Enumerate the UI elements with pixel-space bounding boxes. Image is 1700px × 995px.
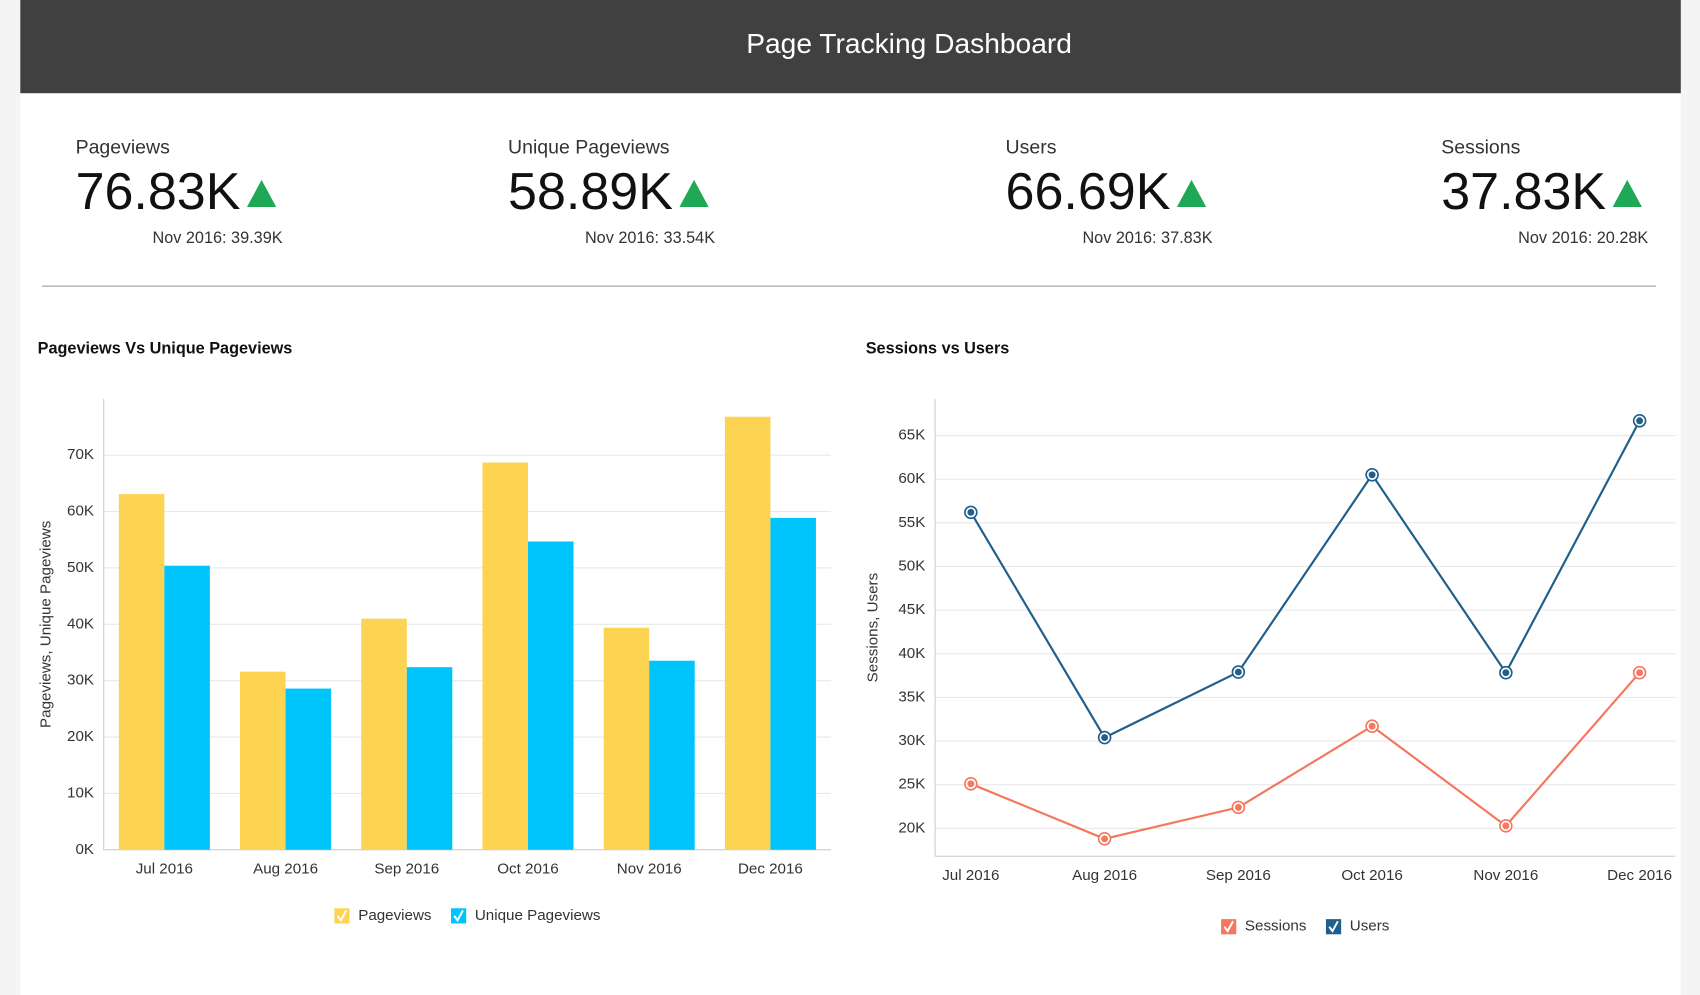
trend-up-icon [679, 179, 709, 208]
legend-check [1328, 920, 1339, 933]
x-tick-label: Sep 2016 [1206, 867, 1271, 884]
kpi-value: 76.83K [76, 163, 241, 221]
point-dot [1234, 668, 1242, 676]
header-title: Page Tracking Dashboard [746, 27, 1072, 59]
kpi-comparison: Nov 2016: 39.39K [152, 229, 282, 247]
y-tick-label: 55K [898, 514, 925, 531]
kpi-comparison: Nov 2016: 20.28K [1518, 229, 1648, 247]
chart-title: Sessions vs Users [866, 339, 1010, 357]
x-tick-label: Dec 2016 [1607, 867, 1672, 884]
kpi-comparison: Nov 2016: 37.83K [1082, 229, 1212, 247]
y-tick-label: 40K [67, 615, 94, 632]
bar [118, 494, 165, 850]
line [970, 671, 1641, 840]
point-dot [1234, 803, 1242, 811]
line [969, 420, 1641, 739]
legend-label: Unique Pageviews [475, 907, 601, 924]
legend-swatch [451, 908, 467, 924]
point-dot [1101, 734, 1109, 742]
legend-swatch [1325, 919, 1342, 935]
y-axis-title: Sessions, Users [864, 572, 881, 682]
y-tick-label: 40K [898, 645, 925, 662]
y-tick-label: 35K [898, 688, 925, 705]
x-tick-label: Nov 2016 [1473, 867, 1538, 884]
point-dot [1368, 722, 1376, 730]
point-dot [1502, 822, 1510, 830]
bar [770, 517, 816, 850]
point-dot [967, 508, 975, 516]
legend-check [336, 909, 348, 923]
legend-check [1223, 920, 1234, 933]
trend-up-icon [1612, 179, 1642, 208]
header-bar [20, 0, 1681, 94]
chart-title: Pageviews Vs Unique Pageviews [38, 339, 293, 357]
point-dot [1636, 669, 1644, 677]
bar [240, 671, 286, 850]
y-tick-label: 0K [75, 841, 94, 858]
y-tick-label: 20K [898, 819, 925, 836]
legend-label: Sessions [1245, 918, 1307, 935]
x-tick-label: Aug 2016 [253, 860, 318, 877]
bar [361, 618, 407, 850]
x-tick-label: Jul 2016 [136, 860, 193, 877]
kpi-label: Pageviews [76, 137, 171, 159]
legend-label: Pageviews [358, 907, 432, 924]
x-tick-label: Oct 2016 [497, 860, 559, 877]
y-tick-label: 10K [67, 784, 94, 801]
bar [285, 688, 332, 850]
kpi-value: 37.83K [1441, 163, 1606, 221]
point-dot [1636, 417, 1644, 425]
point-dot [967, 780, 975, 788]
x-tick-label: Sep 2016 [374, 860, 439, 877]
y-tick-label: 70K [67, 446, 94, 463]
y-tick-label: 50K [67, 559, 94, 576]
x-tick-label: Dec 2016 [738, 860, 803, 877]
trend-up-icon [246, 179, 277, 208]
kpi-comparison: Nov 2016: 33.54K [585, 229, 715, 247]
bar [482, 462, 528, 850]
legend-swatch [334, 908, 350, 924]
y-tick-label: 50K [898, 557, 925, 574]
y-tick-label: 45K [898, 601, 925, 618]
kpi-label: Users [1006, 137, 1057, 159]
y-tick-label: 30K [898, 732, 925, 749]
y-axis-title: Pageviews, Unique Pageviews [37, 520, 54, 728]
kpi-label: Unique Pageviews [508, 137, 670, 159]
bar [603, 627, 650, 850]
bar [164, 565, 210, 850]
trend-up-icon [1176, 179, 1207, 208]
x-tick-label: Aug 2016 [1072, 867, 1137, 884]
kpi-value: 66.69K [1006, 163, 1171, 221]
kpi-label: Sessions [1441, 137, 1520, 159]
y-tick-label: 25K [898, 776, 925, 793]
kpi-value: 58.89K [508, 163, 673, 221]
y-tick-label: 65K [898, 427, 925, 444]
bar [649, 660, 695, 850]
legend-label: Users [1350, 918, 1390, 935]
point-dot [1368, 471, 1376, 479]
legend-check [453, 909, 464, 923]
x-tick-label: Jul 2016 [942, 867, 999, 884]
y-tick-label: 20K [67, 728, 94, 745]
x-tick-label: Nov 2016 [617, 860, 682, 877]
x-tick-label: Oct 2016 [1341, 867, 1403, 884]
point-dot [1101, 835, 1109, 843]
y-tick-label: 60K [898, 470, 925, 487]
y-tick-label: 30K [67, 672, 94, 689]
bar [527, 541, 574, 850]
legend-swatch [1221, 919, 1237, 935]
bar [724, 416, 771, 850]
bar [406, 667, 453, 850]
y-tick-label: 60K [67, 503, 94, 520]
point-dot [1502, 669, 1510, 677]
